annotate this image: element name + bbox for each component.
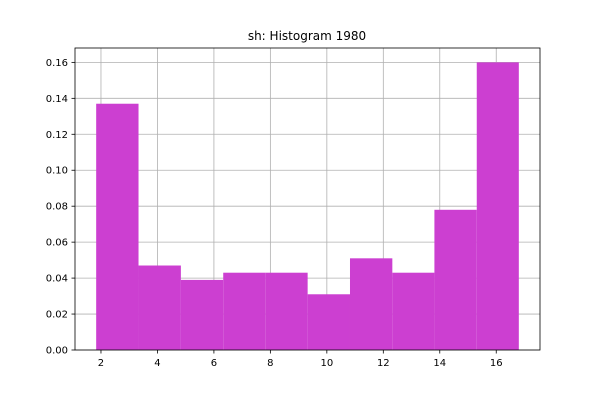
y-tick-label: 0.10 (46, 166, 68, 177)
histogram-bar (392, 272, 435, 350)
bars (96, 62, 519, 350)
histogram-bar (265, 272, 308, 350)
axes: 2 4 6 8 10 12 14 16 0.00 0.02 0.04 0.06 0.08 0.10 0.12… (46, 47, 541, 369)
histogram-bar (349, 258, 393, 350)
y-tick-label: 0.06 (46, 238, 68, 249)
y-tick-label: 0.08 (46, 202, 68, 213)
y-tick-label: 0.14 (46, 94, 68, 105)
histogram-bar (476, 62, 519, 350)
y-tick-label: 0.00 (46, 346, 68, 357)
y-tick-label: 0.16 (46, 58, 68, 69)
x-tick-label: 14 (433, 358, 446, 369)
x-tick-label: 10 (320, 358, 333, 369)
histogram-bar (96, 103, 139, 350)
histogram-bar (223, 272, 266, 350)
axes-frame (74, 47, 541, 351)
x-tick-label: 16 (490, 358, 503, 369)
x-tick-label: 4 (154, 358, 160, 369)
x-tick-label: 2 (98, 358, 104, 369)
x-tick-label: 6 (211, 358, 217, 369)
y-tick-label: 0.12 (46, 130, 68, 141)
y-tick-label: 0.04 (46, 274, 68, 285)
y-tick-label: 0.02 (46, 310, 68, 321)
x-tick-label: 12 (377, 358, 390, 369)
histogram-bar (138, 265, 181, 350)
x-tick-label: 8 (267, 358, 273, 369)
chart-title: sh: Histogram 1980 (248, 29, 366, 43)
histogram-bar (307, 294, 350, 350)
histogram-bar (180, 279, 224, 350)
histogram-bar (434, 209, 477, 350)
